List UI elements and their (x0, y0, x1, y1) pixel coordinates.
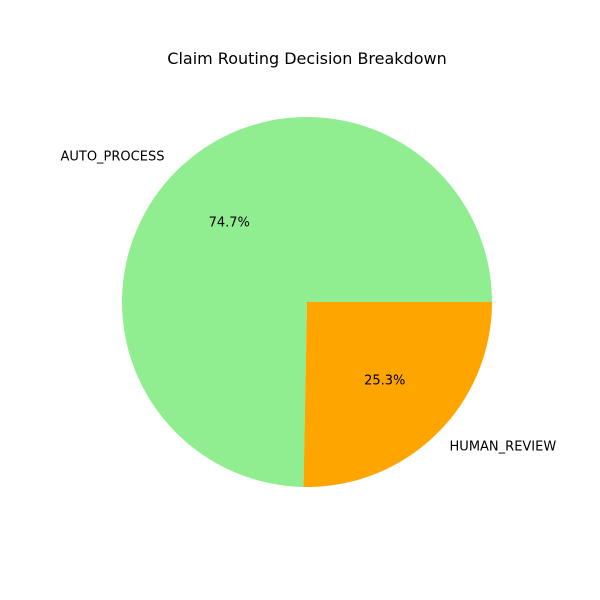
pie-labels: AUTO_PROCESS 74.7% HUMAN_REVIEW 25.3% (60, 149, 556, 454)
pie-slice-human-review (303, 302, 492, 487)
slice-label-human-review: HUMAN_REVIEW (450, 440, 557, 455)
pie-slices (122, 117, 492, 487)
slice-label-auto-process: AUTO_PROCESS (60, 149, 164, 164)
chart-title: Claim Routing Decision Breakdown (167, 49, 446, 68)
pie-slice-auto-process (122, 117, 492, 487)
slice-percent-human-review: 25.3% (364, 374, 405, 389)
slice-percent-auto-process: 74.7% (209, 215, 250, 230)
